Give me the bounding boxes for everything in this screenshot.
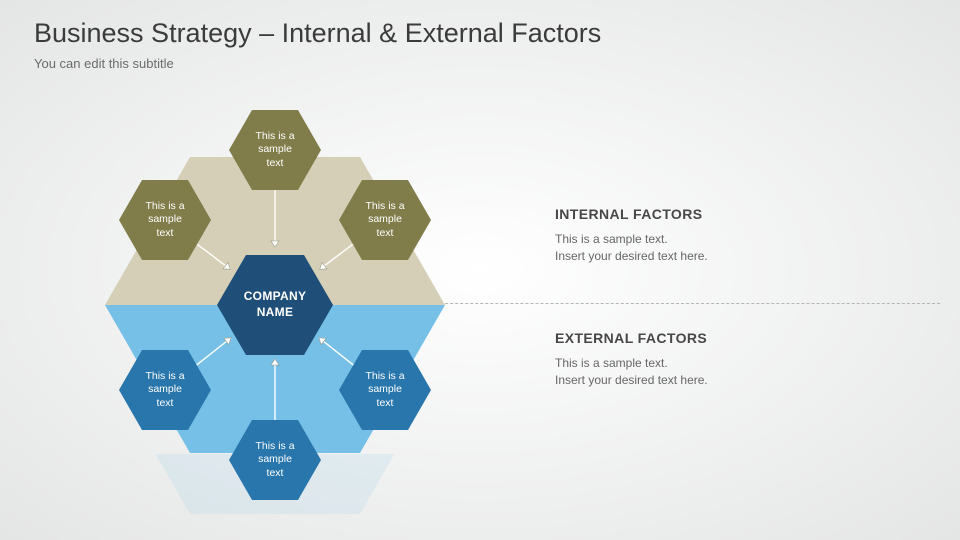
factor-hex-label: This is asampletext xyxy=(339,350,431,430)
factor-hex-top: This is asampletext xyxy=(229,110,321,190)
internal-factors-section: INTERNAL FACTORS This is a sample text.I… xyxy=(555,206,895,265)
internal-factors-body: This is a sample text.Insert your desire… xyxy=(555,231,895,265)
center-hex: COMPANYNAME xyxy=(217,255,333,355)
factor-hex-top-left: This is asampletext xyxy=(119,180,211,260)
factor-hex-bottom: This is asampletext xyxy=(229,420,321,500)
factor-hex-bot-left: This is asampletext xyxy=(119,350,211,430)
factor-hex-label: This is asampletext xyxy=(339,180,431,260)
factor-hex-label: This is asampletext xyxy=(119,350,211,430)
factor-hex-top-right: This is asampletext xyxy=(339,180,431,260)
hex-diagram: This is asampletext This is asampletext … xyxy=(60,90,490,520)
factor-hex-label: This is asampletext xyxy=(229,110,321,190)
internal-factors-title: INTERNAL FACTORS xyxy=(555,206,895,222)
slide-title: Business Strategy – Internal & External … xyxy=(34,18,601,49)
factor-hex-bot-right: This is asampletext xyxy=(339,350,431,430)
external-factors-section: EXTERNAL FACTORS This is a sample text.I… xyxy=(555,330,895,389)
slide-subtitle: You can edit this subtitle xyxy=(34,56,174,71)
factor-hex-label: This is asampletext xyxy=(229,420,321,500)
factor-hex-label: This is asampletext xyxy=(119,180,211,260)
external-factors-body: This is a sample text.Insert your desire… xyxy=(555,355,895,389)
external-factors-title: EXTERNAL FACTORS xyxy=(555,330,895,346)
center-hex-label: COMPANYNAME xyxy=(217,255,333,355)
